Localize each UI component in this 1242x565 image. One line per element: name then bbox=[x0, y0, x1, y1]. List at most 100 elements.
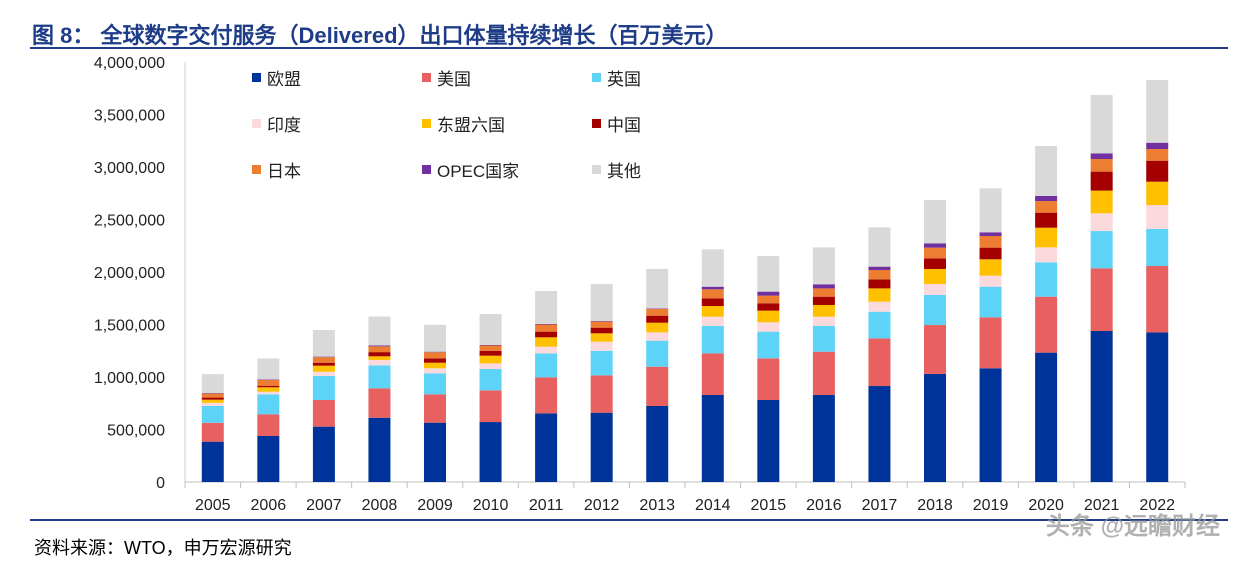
bar-segment bbox=[1035, 262, 1058, 297]
bar-segment bbox=[1090, 94, 1113, 154]
bar-segment bbox=[1146, 228, 1169, 267]
bar-segment bbox=[924, 268, 946, 284]
bar-segment bbox=[312, 329, 335, 357]
bar-segment bbox=[1146, 332, 1169, 482]
bar-segment bbox=[812, 296, 835, 305]
bar-segment bbox=[424, 351, 446, 353]
bar-segment bbox=[924, 294, 946, 326]
legend-label: OPEC国家 bbox=[437, 162, 519, 181]
bar-segment bbox=[1090, 231, 1113, 269]
bar-segment bbox=[1090, 268, 1113, 332]
bar-segment bbox=[1090, 190, 1113, 214]
bar-segment bbox=[368, 359, 391, 366]
bar-segment bbox=[979, 235, 1002, 248]
legend-swatch bbox=[422, 73, 431, 82]
legend-swatch bbox=[592, 165, 601, 174]
x-tick-label: 2007 bbox=[306, 497, 342, 514]
legend-label: 欧盟 bbox=[267, 70, 301, 89]
bar-segment bbox=[646, 308, 669, 316]
x-tick-label: 2005 bbox=[195, 497, 231, 514]
x-tick-label: 2020 bbox=[1028, 497, 1064, 514]
bar-segment bbox=[924, 373, 946, 482]
bar-segment bbox=[646, 340, 669, 367]
bar-segment bbox=[535, 353, 558, 378]
bar-segment bbox=[201, 399, 224, 403]
bar-segment bbox=[646, 322, 669, 333]
bar-segment bbox=[812, 394, 835, 482]
bar-segment bbox=[424, 362, 446, 369]
y-tick-label: 0 bbox=[156, 475, 165, 492]
bar-segment bbox=[979, 317, 1002, 369]
legend-swatch bbox=[422, 119, 431, 128]
bar-segment bbox=[1146, 142, 1169, 150]
bar-segment bbox=[868, 266, 891, 271]
x-tick-label: 2015 bbox=[751, 497, 787, 514]
bar-segment bbox=[312, 365, 335, 372]
bar-segment bbox=[924, 258, 946, 269]
legend-label: 美国 bbox=[437, 70, 471, 89]
legend-swatch bbox=[592, 73, 601, 82]
bar-segment bbox=[312, 362, 335, 366]
bar-segment bbox=[201, 397, 224, 400]
bar-segment bbox=[368, 352, 391, 357]
bar-segment bbox=[812, 288, 835, 297]
bar-segment bbox=[1146, 266, 1169, 333]
bar-segment bbox=[757, 331, 780, 359]
bar-segment bbox=[701, 249, 724, 287]
bar-segment bbox=[590, 321, 613, 328]
bar-segment bbox=[646, 332, 669, 341]
bar-segment bbox=[868, 311, 891, 339]
bar-segment bbox=[1090, 331, 1113, 482]
bar-segment bbox=[479, 355, 502, 364]
bar-segment bbox=[868, 270, 891, 280]
bar-segment bbox=[479, 390, 502, 423]
bar-segment bbox=[535, 331, 558, 338]
bar-segment bbox=[924, 243, 946, 248]
bar-segment bbox=[812, 316, 835, 326]
bar-segment bbox=[868, 338, 891, 387]
bar-segment bbox=[479, 345, 502, 351]
bar-segment bbox=[757, 322, 780, 332]
x-tick-label: 2009 bbox=[417, 497, 453, 514]
bar-segment bbox=[424, 373, 446, 395]
bar-segment bbox=[201, 374, 224, 394]
bar-segment bbox=[479, 344, 502, 346]
bar-segment bbox=[257, 385, 280, 388]
bar-segment bbox=[646, 405, 669, 482]
bar-segment bbox=[257, 436, 280, 482]
bar-segment bbox=[646, 268, 669, 309]
bar-segment bbox=[868, 386, 891, 482]
x-tick-label: 2012 bbox=[584, 497, 620, 514]
watermark: 头条 @远瞻财经 bbox=[1045, 513, 1220, 540]
bar-segment bbox=[312, 356, 335, 358]
bar-segment bbox=[312, 399, 335, 427]
bar-segment bbox=[590, 341, 613, 351]
bar-segment bbox=[979, 259, 1002, 276]
bar-segment bbox=[590, 375, 613, 413]
bar-segment bbox=[590, 327, 613, 334]
bar-segment bbox=[590, 321, 613, 322]
bar-segment bbox=[201, 422, 224, 442]
bar-segment bbox=[312, 426, 335, 482]
x-tick-label: 2021 bbox=[1084, 497, 1120, 514]
bar-segment bbox=[368, 345, 391, 347]
x-tick-label: 2016 bbox=[806, 497, 842, 514]
legend-label: 英国 bbox=[607, 70, 641, 89]
bar-segment bbox=[757, 310, 780, 323]
bar-segment bbox=[257, 387, 280, 392]
bar-segment bbox=[1146, 160, 1169, 182]
bar-segment bbox=[1035, 212, 1058, 228]
bar-segment bbox=[1090, 153, 1113, 160]
x-tick-label: 2011 bbox=[529, 497, 564, 514]
bar-segment bbox=[868, 279, 891, 289]
x-tick-label: 2018 bbox=[917, 497, 953, 514]
bar-segment bbox=[757, 256, 780, 292]
bar-segment bbox=[424, 368, 446, 374]
bar-segment bbox=[257, 379, 280, 386]
bar-segment bbox=[479, 422, 502, 482]
bar-segment bbox=[257, 379, 280, 380]
legend-label: 印度 bbox=[267, 116, 301, 135]
bar-segment bbox=[257, 394, 280, 415]
bar-segment bbox=[535, 413, 558, 482]
